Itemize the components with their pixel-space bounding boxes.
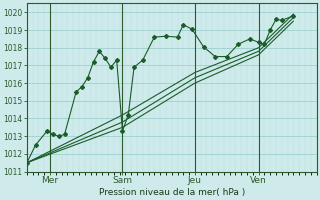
X-axis label: Pression niveau de la mer( hPa ): Pression niveau de la mer( hPa )	[99, 188, 245, 197]
